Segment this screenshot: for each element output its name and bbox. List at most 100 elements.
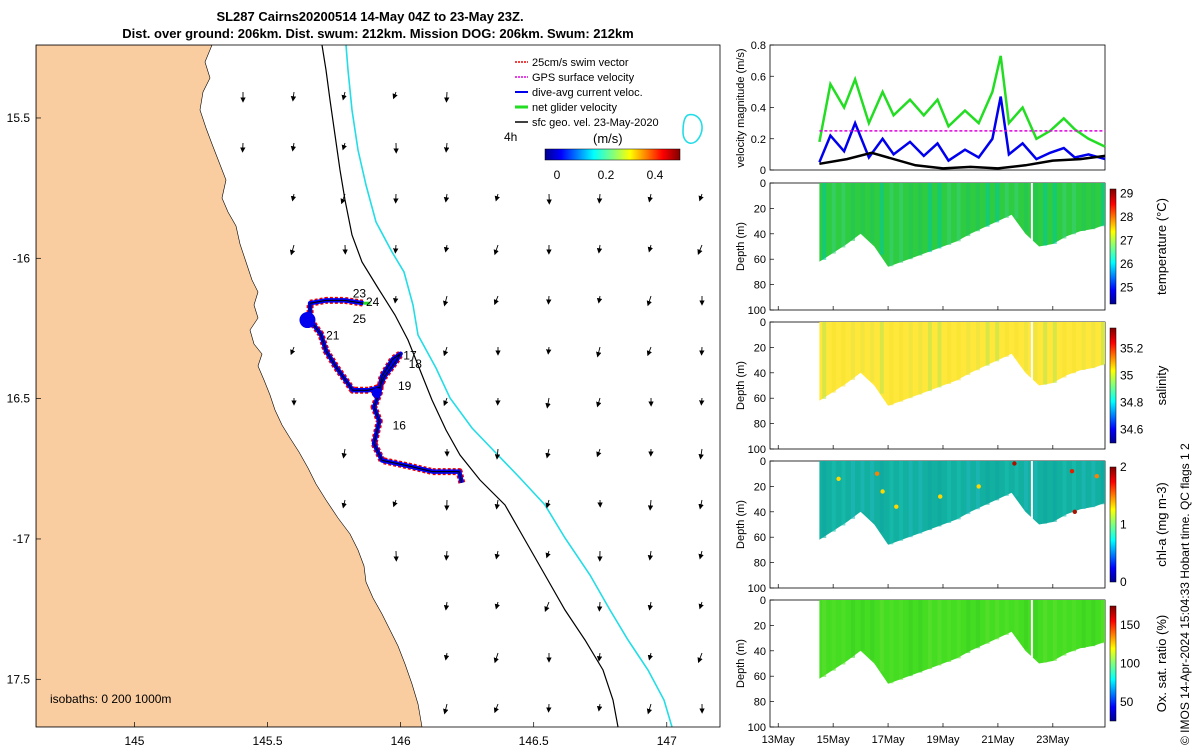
y-tick-label: -17: [13, 532, 31, 546]
velocity-arrow: [290, 91, 297, 102]
section-stripe: [908, 183, 913, 260]
velocity-arrow: [545, 499, 551, 509]
velocity-arrow: [647, 601, 654, 611]
chl-dot: [880, 489, 885, 494]
section-stripe: [1100, 461, 1105, 505]
section-stripe: [1072, 322, 1076, 374]
velocity-arrow: [646, 295, 652, 307]
section-stripe: [1072, 461, 1076, 513]
day-axis-label: 23May: [1036, 734, 1070, 746]
speed-colorbar: [544, 148, 681, 161]
cb-tick-1: 0.2: [598, 168, 615, 182]
section-stripe: [1052, 600, 1057, 661]
section-stripe: [1033, 461, 1038, 520]
x-tick-label: 145: [124, 734, 144, 748]
section-stripe: [937, 183, 942, 249]
data-gap: [1030, 322, 1033, 386]
section-stripe: [927, 322, 932, 392]
section-stripe: [1100, 600, 1105, 644]
velocity-series-line: [819, 151, 1106, 170]
velocity-arrow: [290, 142, 297, 152]
chart-subtitle: Dist. over ground: 206km. Dist. swum: 21…: [122, 26, 634, 41]
chl-dot: [836, 476, 841, 481]
velocity-panel: 0 0.2 0.4 0.6 0.8 velocity magnitude (m/s): [735, 40, 1106, 177]
velocity-arrow: [596, 448, 602, 458]
section-stripe: [985, 322, 990, 366]
velocity-arrow: [493, 295, 499, 306]
section-stripe: [995, 461, 1000, 501]
isobaths-label: isobaths: 0 200 1000m: [50, 692, 171, 706]
velocity-arrow: [443, 397, 449, 407]
velocity-ticks: 0 0.2 0.4 0.6 0.8: [751, 40, 774, 177]
section-stripe: [1014, 600, 1019, 636]
day-label: 21: [326, 329, 340, 343]
section-stripe: [995, 600, 1000, 640]
section-stripe: [1024, 600, 1028, 649]
velocity-arrow: [443, 601, 450, 611]
glider-track: [299, 296, 466, 484]
chl-dot: [894, 504, 899, 509]
surface-velocity-vectors: [240, 91, 705, 715]
section-stripe: [889, 183, 894, 267]
section-stripe: [899, 322, 904, 402]
vel-tick-label: 0.2: [751, 134, 766, 146]
velocity-ylabel: velocity magnitude (m/s): [735, 48, 747, 167]
section-stripe: [899, 461, 904, 541]
section-stripe: [879, 600, 884, 672]
section-stripe: [918, 461, 923, 534]
velocity-arrow: [493, 652, 499, 664]
depth-tick-label: 100: [748, 722, 766, 734]
chart-title: SL287 Cairns20200514 14-May 04Z to 23-Ma…: [216, 9, 524, 24]
section-stripe: [1052, 183, 1057, 244]
velocity-arrow: [646, 346, 652, 357]
section-stripe: [918, 600, 923, 673]
section-stripe: [927, 461, 932, 531]
section-stripe: [879, 322, 884, 394]
section-stripe: [879, 461, 884, 533]
section-stripe: [841, 461, 846, 526]
isobath-1000m: [345, 45, 673, 727]
day-label: 16: [393, 419, 407, 433]
velocity-arrow: [647, 652, 654, 661]
data-gap: [1030, 183, 1033, 247]
section-stripe: [889, 461, 894, 545]
colorbar-tick: 35: [1120, 368, 1134, 382]
velocity-arrow: [392, 91, 398, 100]
track-cluster: [299, 312, 316, 329]
day-label: 24: [366, 295, 380, 309]
section-stripe: [851, 322, 855, 380]
data-gap: [1030, 600, 1033, 664]
colorbar-tick: 34.8: [1120, 395, 1144, 409]
section-ylabel: Depth (m): [735, 361, 747, 410]
day-axis-label: 19May: [926, 734, 960, 746]
section-stripe: [1014, 322, 1019, 358]
chl-dot: [1012, 461, 1017, 466]
map-legend: 25cm/s swim vector GPS surface velocity …: [504, 57, 681, 182]
section-stripe: [1024, 183, 1028, 232]
section-stripe: [822, 600, 827, 677]
velocity-arrow: [340, 193, 346, 205]
section-colorbar: [1109, 188, 1117, 305]
velocity-arrow: [289, 244, 296, 256]
section-colorbar: [1109, 327, 1117, 444]
section-stripe: [975, 322, 980, 371]
section-stripe: [918, 322, 923, 395]
velocity-arrow: [443, 193, 450, 203]
section-panel: 0 20 40 60 80 100 Depth (m) 2 1 0 chl-a (mg m-3): [735, 456, 1169, 595]
colorbar-label: salinity: [1154, 365, 1169, 405]
legend-net: net glider velocity: [532, 102, 617, 114]
depth-tick-label: 40: [754, 646, 766, 658]
velocity-series-line: [818, 55, 1106, 148]
colorbar-label: chl-a (mg m-3): [1154, 482, 1169, 567]
chl-dot: [938, 494, 943, 499]
section-colorbar: [1109, 466, 1117, 583]
velocity-arrow: [443, 550, 450, 561]
colorbar-tick: 150: [1120, 618, 1140, 632]
day-label: 17: [403, 348, 417, 362]
section-stripe: [1033, 322, 1038, 381]
section-stripe: [908, 600, 913, 677]
velocity-arrow: [494, 550, 500, 560]
isobath-200m: [321, 45, 619, 727]
velocity-arrow: [646, 703, 653, 715]
